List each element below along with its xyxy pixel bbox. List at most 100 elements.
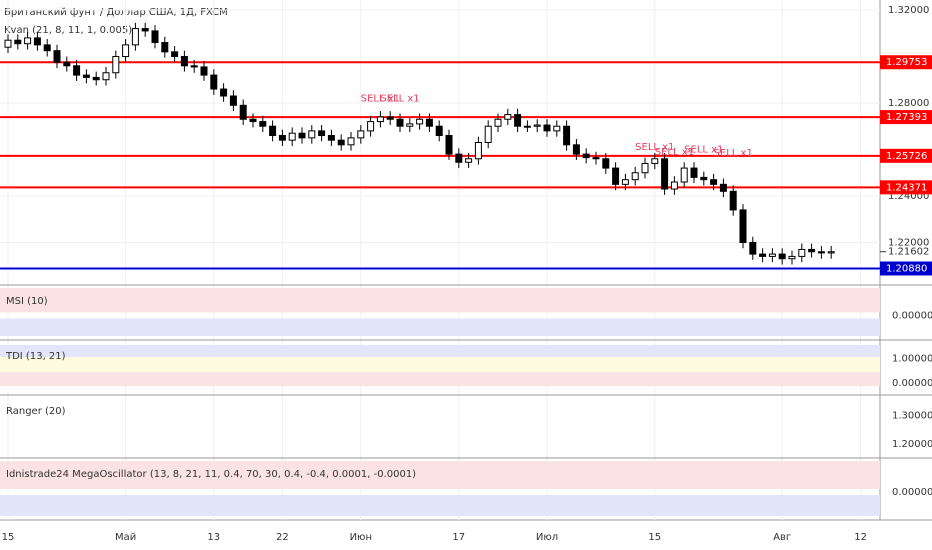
candle-body — [670, 181, 678, 190]
candle-body — [337, 139, 345, 146]
candle-body — [661, 158, 669, 190]
candle-body — [631, 172, 639, 181]
candle-body — [220, 88, 228, 97]
candle-body — [759, 253, 767, 257]
x-tick-label: 22 — [276, 532, 289, 543]
panel-title: MSI (10) — [6, 296, 48, 307]
candle-body — [33, 37, 41, 46]
panel-tick-label: 0.00000 — [892, 311, 932, 322]
level-tag — [880, 110, 932, 125]
candle-body — [180, 55, 188, 67]
level-label: 1.25726 — [886, 151, 927, 162]
candle-body — [827, 251, 835, 254]
sell-signal: SELL x1 — [714, 148, 753, 159]
candle-body — [788, 255, 796, 260]
candle-body — [504, 114, 512, 120]
candle-body — [357, 130, 365, 139]
candle-body — [563, 125, 571, 146]
candle-body — [710, 179, 718, 185]
candle-body — [386, 116, 394, 120]
panel-band — [0, 318, 880, 336]
candle-body — [161, 42, 169, 53]
candle-body — [278, 135, 286, 141]
candle-body — [514, 114, 522, 127]
candle-body — [474, 142, 482, 160]
panel-title: TDI (13, 21) — [5, 351, 66, 362]
candle-body — [249, 118, 257, 123]
candle-body — [768, 253, 776, 257]
candle-body — [445, 135, 453, 155]
candle-body — [690, 167, 698, 178]
candle-body — [425, 118, 433, 127]
candle-body — [327, 135, 335, 141]
candle-body — [92, 76, 100, 81]
candle-body — [808, 248, 816, 253]
candle-body — [288, 132, 296, 141]
candle-body — [602, 158, 610, 169]
panel-tick-label: 1.30000 — [892, 410, 932, 421]
candle-body — [298, 132, 306, 139]
panel-band — [0, 288, 880, 313]
x-tick-label: Май — [115, 532, 136, 543]
last-price-label: 1.21602 — [888, 247, 929, 258]
level-label: 1.29753 — [886, 57, 927, 68]
panel-band — [0, 461, 880, 489]
y-tick-label: 1.24000 — [888, 191, 929, 202]
candle-body — [523, 125, 531, 128]
candle-body — [367, 121, 375, 132]
x-tick-label: Июн — [350, 532, 372, 543]
candle-body — [239, 104, 247, 120]
candle-body — [347, 137, 355, 146]
x-tick-label: Авг — [773, 532, 791, 543]
level-tag — [880, 148, 932, 163]
x-tick-label: 17 — [452, 532, 465, 543]
level-tag — [880, 261, 932, 276]
sell-signal: SELL x1 — [684, 144, 723, 155]
candle-body — [778, 253, 786, 260]
candle-body — [641, 162, 649, 174]
candle-body — [553, 125, 561, 132]
candle-body — [396, 118, 404, 127]
candle-body — [739, 209, 747, 243]
sell-signal: SELL x1 — [380, 93, 419, 104]
panel-tick-label: 0.00000 — [892, 378, 932, 389]
candle-body — [533, 124, 541, 127]
candle-body — [112, 55, 120, 74]
candle-body — [73, 65, 81, 76]
level-label: 1.24371 — [886, 182, 927, 193]
candle-body — [259, 121, 267, 127]
sell-signal: SELL x1 — [635, 142, 674, 153]
candle-body — [719, 183, 727, 192]
candle-body — [435, 125, 443, 137]
candle-body — [592, 157, 600, 160]
level-tag — [880, 55, 932, 70]
candle-body — [817, 251, 825, 254]
panel-tick-label: 1.00000 — [892, 353, 932, 364]
candle-body — [53, 50, 61, 63]
level-tag — [880, 180, 932, 195]
candle-body — [729, 190, 737, 211]
panel-band — [0, 345, 880, 357]
sell-signal: SELL x1 — [655, 147, 694, 158]
candle-body — [269, 125, 277, 137]
candle-body — [798, 248, 806, 257]
x-tick-label: Июл — [536, 532, 558, 543]
candle-body — [465, 158, 473, 163]
candle-body — [82, 74, 90, 78]
candle-body — [63, 61, 71, 67]
panel-tick-label: 1.20000 — [892, 439, 932, 450]
candle-body — [749, 241, 757, 255]
candle-body — [376, 116, 384, 123]
level-label: 1.27393 — [886, 112, 927, 123]
candle-body — [680, 167, 688, 183]
panel-title: Idnistrade24 MegaOscillator (13, 8, 21, … — [6, 469, 416, 480]
candle-body — [406, 123, 414, 127]
panel-band — [0, 357, 880, 372]
candle-body — [572, 144, 580, 155]
candle-body — [484, 125, 492, 143]
candle-body — [171, 51, 179, 57]
candle-body — [700, 176, 708, 181]
candle-body — [543, 124, 551, 132]
y-tick-label: 1.32000 — [888, 5, 929, 16]
candle-body — [43, 44, 51, 52]
